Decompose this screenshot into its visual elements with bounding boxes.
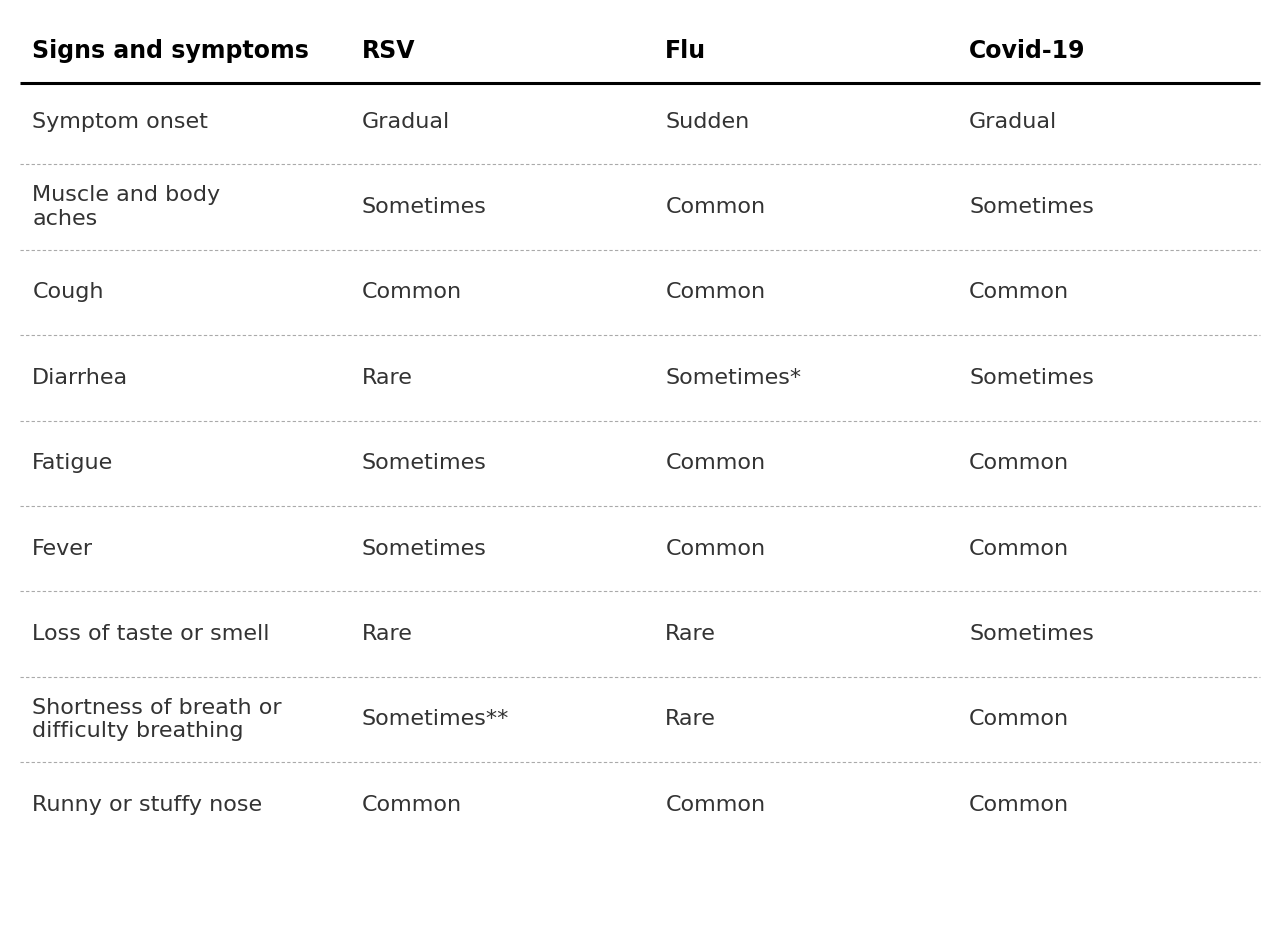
Text: Rare: Rare [361,368,412,388]
Text: Sometimes: Sometimes [361,539,486,558]
Text: Diarrhea: Diarrhea [32,368,128,388]
Text: Rare: Rare [666,709,717,730]
Text: Sometimes: Sometimes [969,624,1094,644]
Text: Loss of taste or smell: Loss of taste or smell [32,624,270,644]
Text: Fever: Fever [32,539,93,558]
Text: Sometimes: Sometimes [361,197,486,217]
Text: Symptom onset: Symptom onset [32,112,209,131]
Text: Fatigue: Fatigue [32,453,114,473]
Text: Common: Common [361,795,462,815]
Text: RSV: RSV [361,39,415,63]
Text: Rare: Rare [361,624,412,644]
Text: Common: Common [969,795,1069,815]
Text: Muscle and body
aches: Muscle and body aches [32,185,220,228]
Text: Rare: Rare [666,624,717,644]
Text: Flu: Flu [666,39,707,63]
Text: Cough: Cough [32,282,104,303]
Text: Common: Common [361,282,462,303]
Text: Sometimes**: Sometimes** [361,709,509,730]
Text: Sometimes: Sometimes [969,197,1094,217]
Text: Covid-19: Covid-19 [969,39,1085,63]
Text: Common: Common [969,709,1069,730]
Text: Common: Common [969,453,1069,473]
Text: Sometimes: Sometimes [361,453,486,473]
Text: Sometimes: Sometimes [969,368,1094,388]
Text: Common: Common [666,539,765,558]
Text: Gradual: Gradual [969,112,1057,131]
Text: Signs and symptoms: Signs and symptoms [32,39,310,63]
Text: Runny or stuffy nose: Runny or stuffy nose [32,795,262,815]
Text: Common: Common [666,282,765,303]
Text: Common: Common [969,282,1069,303]
Text: Common: Common [666,197,765,217]
Text: Common: Common [666,795,765,815]
Text: Shortness of breath or
difficulty breathing: Shortness of breath or difficulty breath… [32,698,282,741]
Text: Common: Common [666,453,765,473]
Text: Sometimes*: Sometimes* [666,368,801,388]
Text: Sudden: Sudden [666,112,750,131]
Text: Gradual: Gradual [361,112,449,131]
Text: Common: Common [969,539,1069,558]
